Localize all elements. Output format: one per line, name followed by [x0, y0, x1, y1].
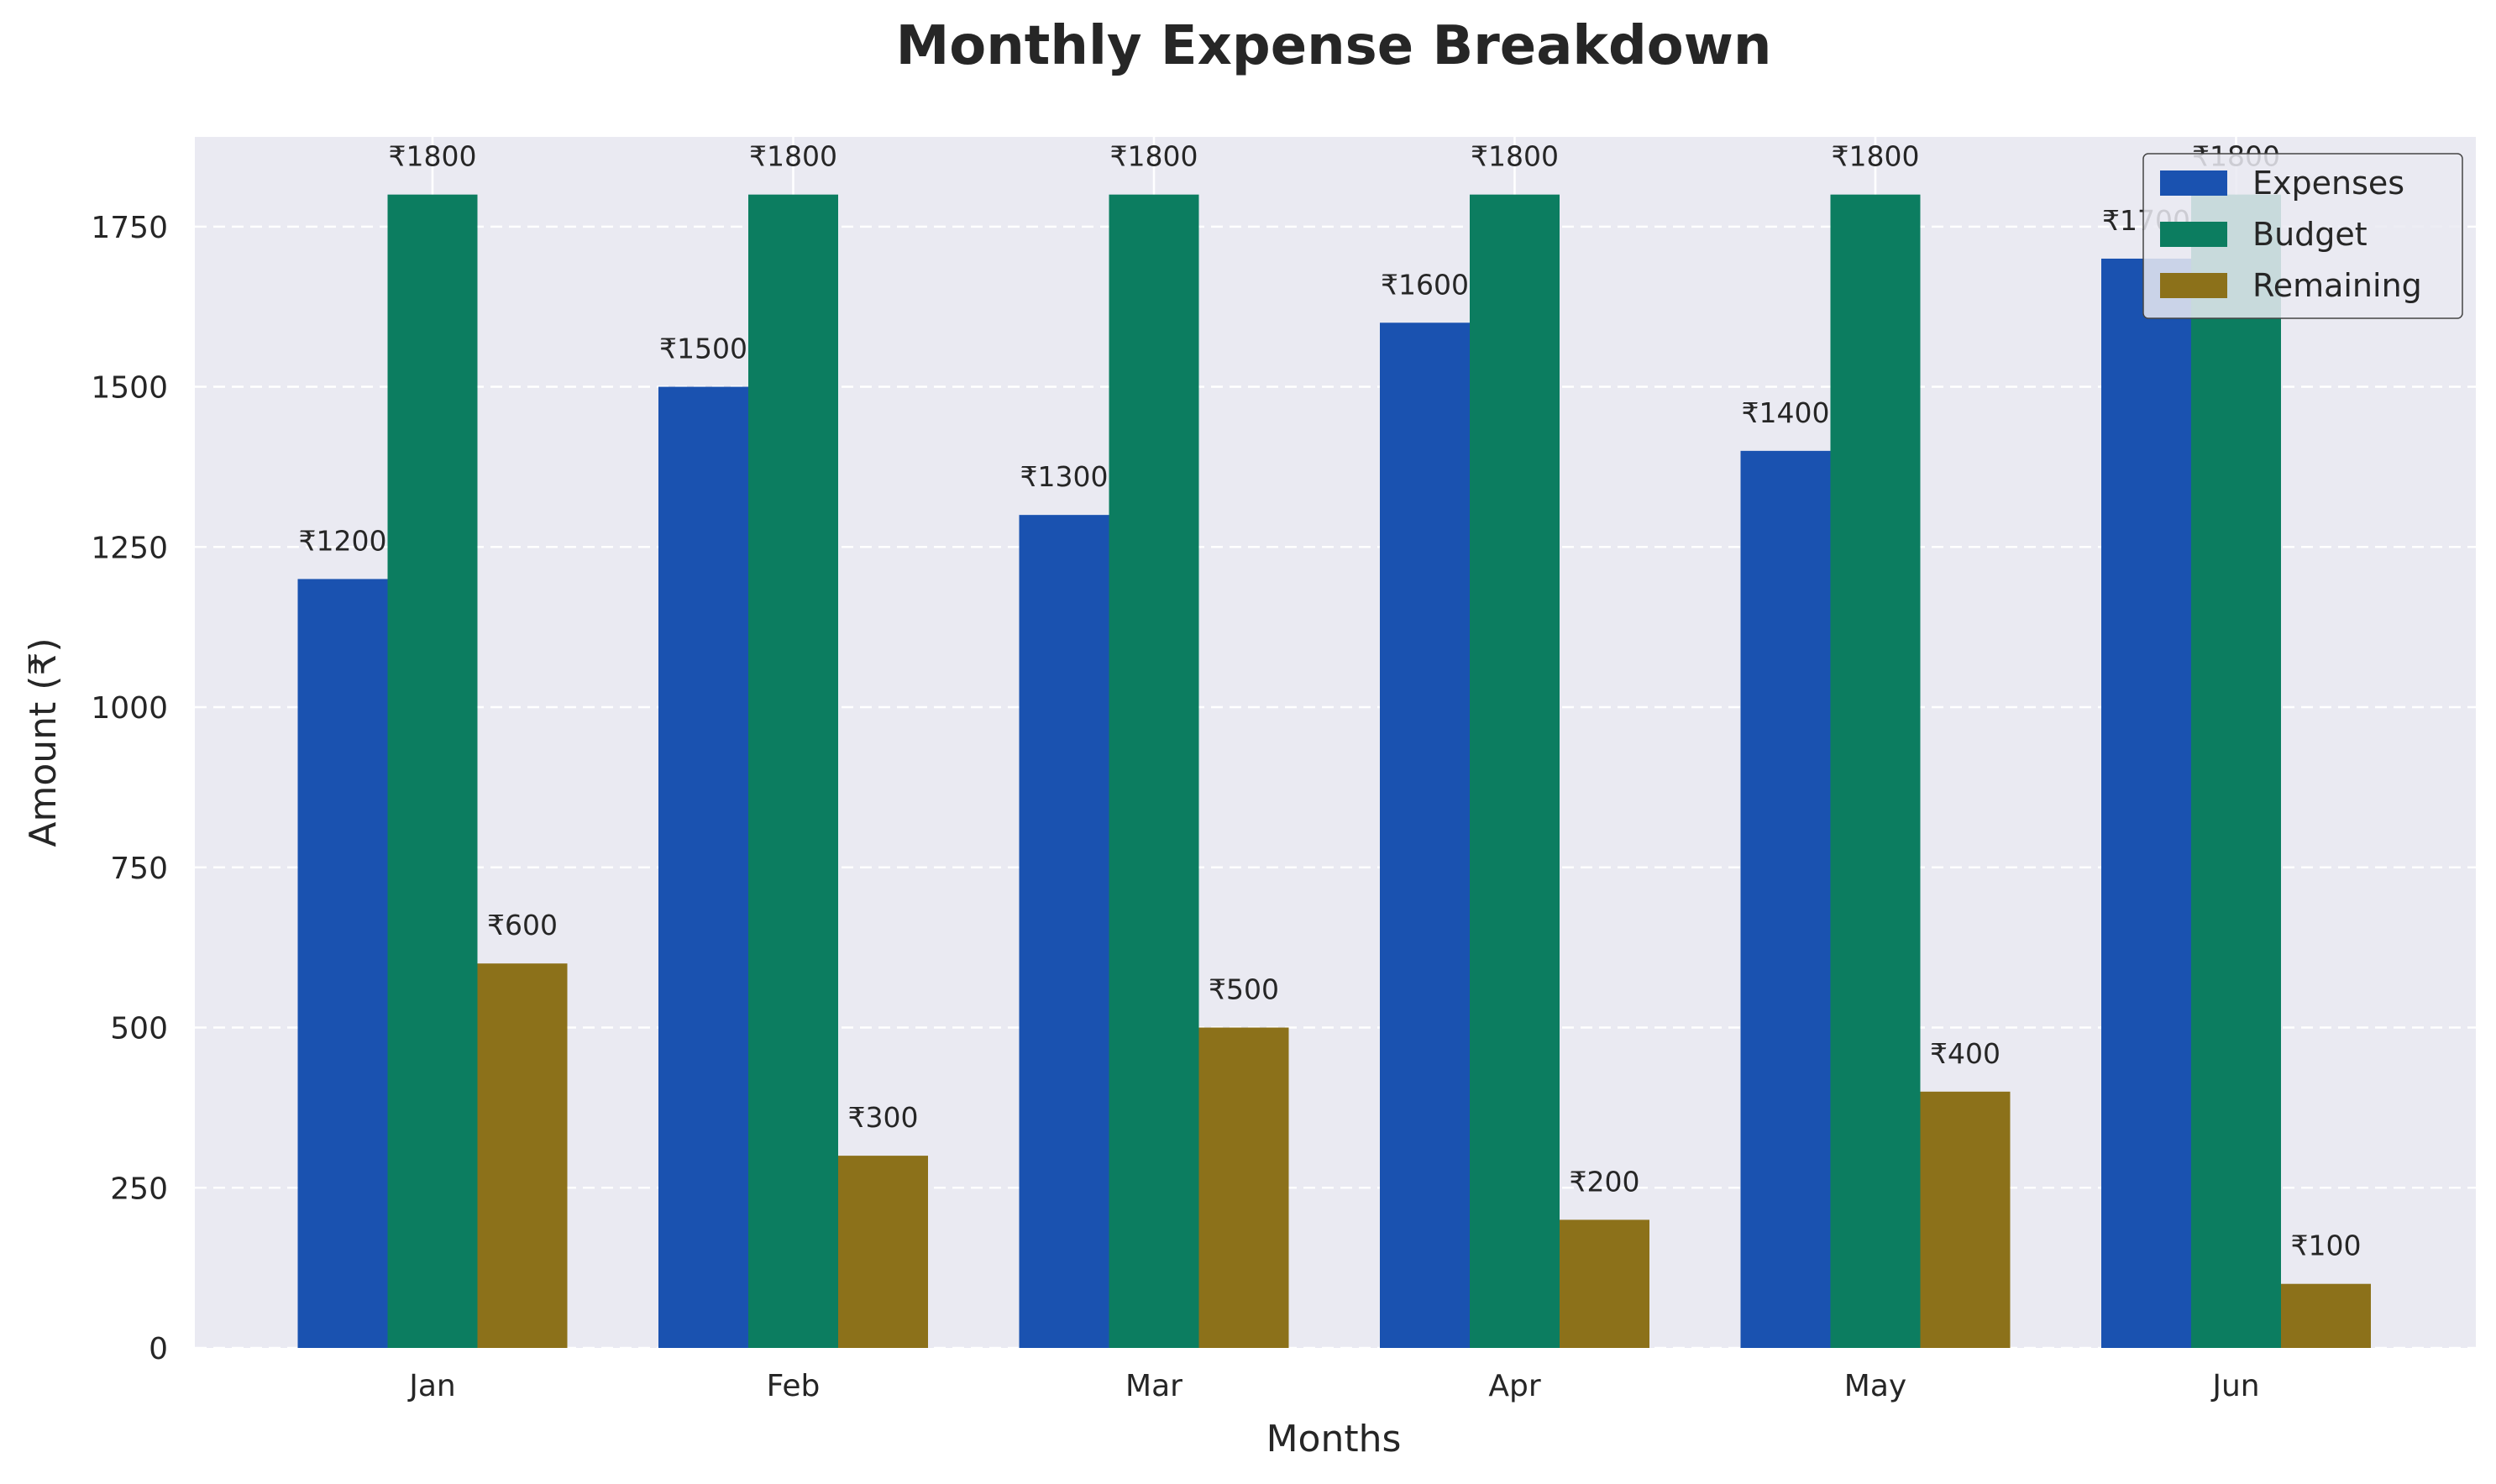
bar-value-label: ₹1800 [389, 140, 477, 173]
y-tick-label: 1750 [91, 211, 168, 245]
bar-value-label: ₹100 [2291, 1230, 2362, 1262]
x-axis-label: Months [1266, 1418, 1402, 1460]
bar-value-label: ₹400 [1930, 1037, 2000, 1070]
x-tick-label: May [1844, 1369, 1906, 1403]
y-tick-label: 250 [110, 1172, 168, 1206]
x-axis-ticks: Jan Feb Mar Apr May Jun [407, 1369, 2259, 1403]
x-tick-label: Feb [767, 1369, 821, 1403]
bar-value-label: ₹1200 [299, 524, 387, 557]
y-tick-label: 1000 [91, 691, 168, 726]
bar-remaining-apr [1560, 1219, 1649, 1348]
bar-expenses-may [1740, 450, 1831, 1349]
bar-expenses-apr [1380, 322, 1470, 1348]
legend-label-remaining: Remaining [2252, 267, 2422, 304]
bar-value-label: ₹1800 [1832, 140, 1920, 173]
y-tick-label: 1250 [91, 531, 168, 565]
bar-value-label: ₹300 [848, 1101, 919, 1134]
legend-swatch-remaining [2160, 273, 2227, 298]
legend-swatch-expenses [2160, 170, 2227, 196]
legend-swatch-budget [2160, 222, 2227, 247]
y-axis-label: Amount (₹) [22, 637, 65, 847]
y-tick-label: 1500 [91, 371, 168, 406]
bar-expenses-jan [297, 579, 388, 1348]
chart-title: Monthly Expense Breakdown [896, 15, 1772, 77]
bar-budget-may [1830, 194, 1921, 1349]
x-tick-label: Mar [1125, 1369, 1182, 1403]
bar-value-label: ₹200 [1570, 1165, 1640, 1198]
bar-budget-mar [1109, 194, 1199, 1349]
bar-value-label: ₹1600 [1381, 268, 1469, 301]
x-tick-label: Jun [2210, 1369, 2259, 1403]
x-tick-label: Jan [407, 1369, 456, 1403]
bar-budget-feb [748, 194, 838, 1349]
legend-label-budget: Budget [2252, 216, 2368, 253]
bar-value-label: ₹1800 [1110, 140, 1198, 173]
bar-value-label: ₹600 [487, 909, 558, 941]
bar-remaining-jan [477, 963, 568, 1348]
bar-value-label: ₹1400 [1742, 396, 1830, 429]
bar-remaining-feb [838, 1156, 928, 1348]
bar-expenses-jun [2101, 258, 2191, 1349]
bar-value-label: ₹1300 [1020, 460, 1109, 493]
bar-value-label: ₹1800 [749, 140, 837, 173]
y-tick-label: 500 [110, 1012, 168, 1046]
y-tick-label: 750 [110, 852, 168, 886]
bar-value-label: ₹500 [1209, 973, 1279, 1006]
bar-budget-jun [2191, 194, 2281, 1349]
legend-label-expenses: Expenses [2252, 165, 2404, 202]
bar-remaining-mar [1198, 1027, 1289, 1348]
x-tick-label: Apr [1488, 1369, 1540, 1403]
bar-value-label: ₹1800 [1471, 140, 1559, 173]
legend: Expenses Budget Remaining [2142, 153, 2463, 319]
y-axis-ticks: 0 250 500 750 1000 1250 1500 1750 [91, 211, 168, 1366]
bars [297, 194, 2371, 1349]
bar-remaining-jun [2281, 1283, 2371, 1348]
bar-budget-jan [387, 194, 478, 1349]
bar-expenses-mar [1019, 515, 1109, 1348]
plot-background [195, 137, 2476, 1348]
bar-value-label: ₹1500 [659, 333, 747, 365]
bar-expenses-feb [658, 386, 748, 1348]
bar-remaining-may [1920, 1091, 2011, 1348]
bar-budget-apr [1470, 194, 1560, 1349]
y-tick-label: 0 [149, 1332, 168, 1366]
